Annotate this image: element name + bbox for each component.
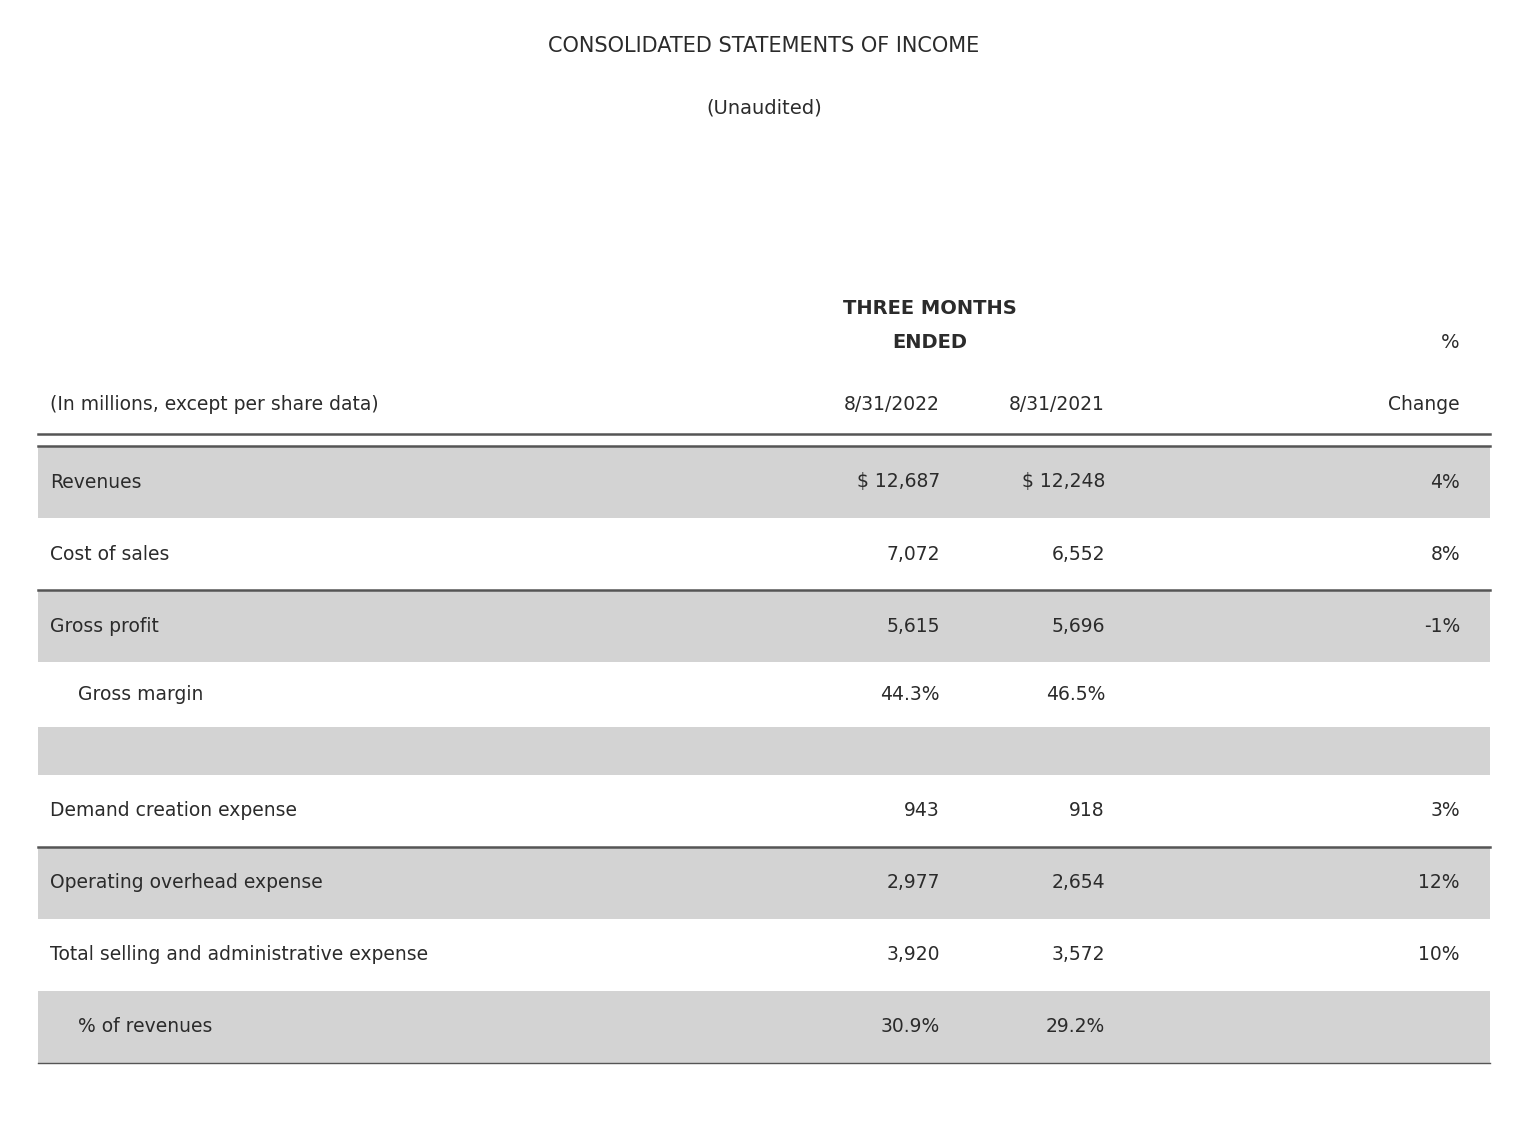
Text: 46.5%: 46.5% xyxy=(1045,685,1105,704)
Text: 2,977: 2,977 xyxy=(886,873,940,893)
Text: 30.9%: 30.9% xyxy=(880,1018,940,1036)
Text: 918: 918 xyxy=(1070,801,1105,821)
Text: 5,696: 5,696 xyxy=(1051,617,1105,636)
Text: 29.2%: 29.2% xyxy=(1045,1018,1105,1036)
Text: 5,615: 5,615 xyxy=(886,617,940,636)
Text: ENDED: ENDED xyxy=(892,332,967,352)
Text: Revenues: Revenues xyxy=(50,472,142,492)
Text: CONSOLIDATED STATEMENTS OF INCOME: CONSOLIDATED STATEMENTS OF INCOME xyxy=(549,36,979,56)
Text: Cost of sales: Cost of sales xyxy=(50,544,170,564)
Text: 10%: 10% xyxy=(1418,945,1459,965)
Text: 4%: 4% xyxy=(1430,472,1459,492)
Text: Change: Change xyxy=(1389,394,1459,414)
Text: 44.3%: 44.3% xyxy=(880,685,940,704)
Text: (Unaudited): (Unaudited) xyxy=(706,99,822,118)
Bar xyxy=(38,590,1490,662)
Text: Operating overhead expense: Operating overhead expense xyxy=(50,873,322,893)
Text: (In millions, except per share data): (In millions, except per share data) xyxy=(50,394,379,414)
Text: 8/31/2021: 8/31/2021 xyxy=(1008,394,1105,414)
Text: Gross profit: Gross profit xyxy=(50,617,159,636)
Text: 8%: 8% xyxy=(1430,544,1459,564)
Text: % of revenues: % of revenues xyxy=(78,1018,212,1036)
Text: Demand creation expense: Demand creation expense xyxy=(50,801,296,821)
Text: 6,552: 6,552 xyxy=(1051,544,1105,564)
Text: $ 12,248: $ 12,248 xyxy=(1022,472,1105,492)
Text: 3%: 3% xyxy=(1430,801,1459,821)
Bar xyxy=(38,991,1490,1063)
Text: Gross margin: Gross margin xyxy=(78,685,203,704)
Text: THREE MONTHS: THREE MONTHS xyxy=(843,298,1016,317)
Text: $ 12,687: $ 12,687 xyxy=(857,472,940,492)
Text: 8/31/2022: 8/31/2022 xyxy=(843,394,940,414)
Bar xyxy=(38,847,1490,919)
Text: 3,572: 3,572 xyxy=(1051,945,1105,965)
Text: %: % xyxy=(1441,332,1459,352)
Text: 3,920: 3,920 xyxy=(886,945,940,965)
Text: Total selling and administrative expense: Total selling and administrative expense xyxy=(50,945,428,965)
Bar xyxy=(38,446,1490,518)
Text: 2,654: 2,654 xyxy=(1051,873,1105,893)
Text: -1%: -1% xyxy=(1424,617,1459,636)
Text: 943: 943 xyxy=(905,801,940,821)
Bar xyxy=(38,727,1490,775)
Text: 12%: 12% xyxy=(1418,873,1459,893)
Text: 7,072: 7,072 xyxy=(886,544,940,564)
